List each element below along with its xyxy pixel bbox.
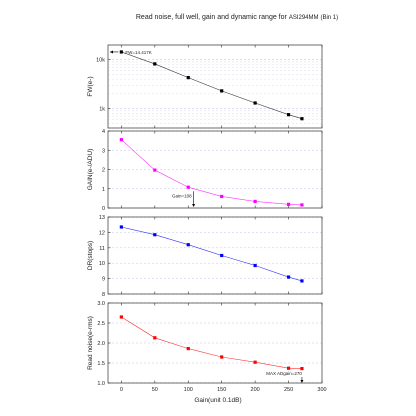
y-tick-label: 12: [99, 230, 105, 236]
data-point: [220, 253, 224, 258]
panel-4: 1.0 1.5 2.0 2.5 3.0 Read noise(e-rms) MAX ADga…: [87, 301, 327, 393]
annotation-arrowhead: [110, 50, 113, 54]
data-point: [119, 138, 123, 142]
data-point: [153, 336, 157, 340]
x-tick-label: 250: [284, 387, 293, 393]
data-point: [300, 279, 304, 283]
x-tick-label: 300: [317, 387, 326, 393]
chart-title-main: Read noise, full well, gain and dynamic …: [136, 14, 288, 21]
data-point: [286, 113, 291, 117]
data-point: [220, 89, 224, 93]
data-point: [300, 367, 304, 371]
y-tick-label: 10k: [96, 58, 105, 64]
chart-title: Read noise, full well, gain and dynamic …: [136, 14, 338, 21]
y-axis-label: GAIN(e-/ADU): [87, 149, 94, 191]
y-axis-label: Read noise(e-rms): [87, 316, 94, 370]
data-point: [119, 225, 123, 229]
plot-frame: [107, 44, 323, 129]
data-point: [286, 366, 291, 370]
data-point: [220, 355, 224, 359]
data-point: [186, 243, 190, 247]
panel-3: 8 9 10 11 12 13 DR(stops): [87, 215, 323, 298]
chart-title-bin: (Bin 1): [320, 15, 338, 21]
y-tick-label: 3: [102, 148, 105, 154]
y-tick-label: 1.5: [97, 361, 105, 367]
x-tick-label: 100: [184, 387, 193, 393]
y-tick-label: 1: [102, 187, 105, 193]
data-point: [220, 194, 224, 199]
chart-panels: 1k10kFW(e-)FW=14.417K01234GAIN(e-/ADU)Ga…: [87, 44, 327, 393]
y-tick-label: 1k: [99, 107, 105, 113]
annotation-label: FW=14.417K: [125, 50, 151, 55]
y-tick-label: 8: [102, 292, 105, 298]
data-point: [153, 62, 157, 66]
panel-2: 0 1 2 3 4 GAIN(e-/ADU) Gain=108: [87, 129, 323, 212]
data-point: [253, 199, 257, 204]
y-axis-label: FW(e-): [87, 76, 94, 96]
y-tick-label: 11: [99, 246, 105, 252]
series-line: [121, 139, 302, 206]
data-point: [286, 275, 291, 279]
annotation-label: MAX ADgain=270: [266, 371, 302, 376]
series-line: [121, 226, 303, 282]
data-point: [119, 50, 123, 54]
y-tick-label: 0: [102, 206, 105, 212]
data-point: [253, 360, 257, 364]
data-point: [153, 168, 157, 172]
plot-frame: [107, 216, 323, 295]
y-axis-label: DR(stops): [87, 241, 94, 270]
data-point: [300, 117, 304, 121]
data-point: [253, 263, 257, 268]
y-tick-label: 2.5: [97, 321, 105, 327]
data-point: [119, 315, 123, 319]
panel-1: 1k 10k FW(e-) FW=14.417K: [87, 44, 323, 129]
chart-title-model: ASI294MM: [289, 15, 319, 21]
x-tick-label: 150: [217, 387, 226, 393]
y-tick-label: 2: [102, 168, 105, 174]
x-tick-label: 0: [120, 387, 123, 393]
x-axis-label: Gain(unit 0.1dB): [194, 397, 241, 404]
x-tick-label: 200: [251, 387, 260, 393]
y-tick-label: 4: [102, 129, 105, 135]
y-tick-label: 2.0: [97, 341, 105, 347]
annotation-arrowhead: [300, 380, 304, 383]
data-point: [186, 76, 190, 80]
data-point: [186, 185, 190, 189]
data-point: [253, 101, 257, 105]
y-tick-label: 13: [99, 215, 105, 221]
y-tick-label: 10: [99, 261, 105, 267]
y-tick-label: 1.0: [97, 381, 105, 387]
data-point: [286, 202, 291, 206]
x-tick-label: 50: [152, 387, 158, 393]
data-point: [153, 233, 157, 237]
data-point: [300, 203, 304, 207]
y-tick-label: 3.0: [97, 301, 105, 307]
annotation-arrowhead: [192, 204, 196, 207]
annotation-label: Gain=108: [172, 193, 192, 198]
data-point: [186, 347, 190, 351]
y-tick-label: 9: [102, 277, 105, 283]
